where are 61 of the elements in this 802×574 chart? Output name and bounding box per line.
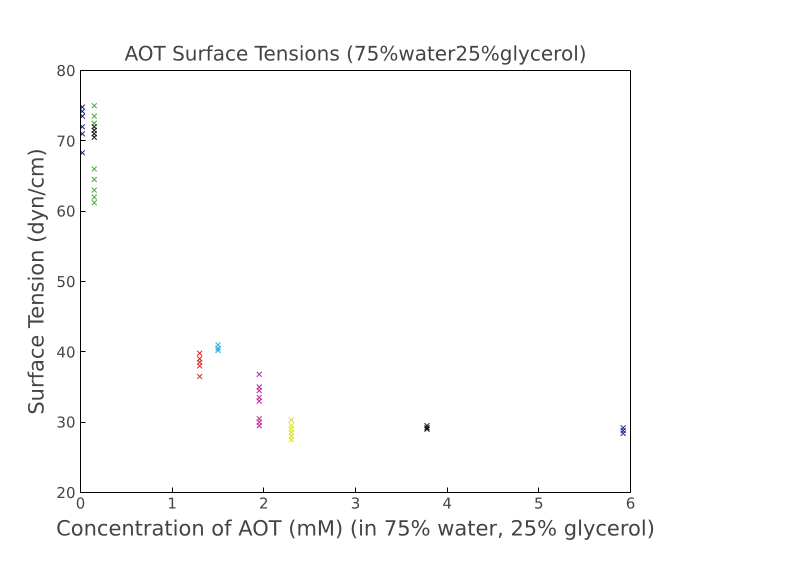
- point: [80, 104, 86, 110]
- y-tick-label: 70: [56, 132, 76, 150]
- x-tick-label: 3: [350, 494, 360, 512]
- x-tick-label: 2: [259, 494, 269, 512]
- point: [288, 436, 294, 443]
- point: [256, 419, 262, 426]
- point: [91, 134, 98, 140]
- point: [620, 428, 626, 434]
- point: [620, 430, 626, 436]
- chart-title: AOT Surface Tensions (75%water25%glycerol): [124, 42, 587, 66]
- point: [91, 176, 98, 182]
- point: [215, 347, 221, 354]
- point: [196, 350, 203, 356]
- point: [196, 356, 203, 362]
- point: [288, 433, 294, 440]
- x-tick-label: 1: [167, 494, 177, 512]
- point: [256, 388, 262, 394]
- y-tick-label: 50: [56, 273, 76, 291]
- point: [80, 150, 86, 156]
- point: [256, 398, 262, 404]
- x-tick-label: 4: [442, 494, 452, 512]
- point: [256, 371, 262, 378]
- x-tick-label: 5: [534, 494, 544, 512]
- point: [256, 394, 262, 401]
- point: [288, 430, 294, 436]
- point: [215, 345, 221, 352]
- x-axis-title: Concentration of AOT (mM) (in 75% water, 25% glycerol): [56, 516, 655, 540]
- y-tick-label: 30: [56, 414, 76, 432]
- point: [288, 417, 294, 424]
- point: [288, 422, 294, 429]
- y-tick-label: 20: [56, 484, 76, 502]
- point: [91, 124, 98, 130]
- point: [80, 113, 86, 120]
- point: [256, 416, 262, 422]
- point: [196, 362, 203, 369]
- point: [196, 359, 203, 366]
- point: [196, 373, 203, 380]
- point: [288, 426, 294, 432]
- x-tick-label: 6: [626, 494, 636, 512]
- point: [91, 130, 98, 137]
- y-axis-title: Surface Tension (dyn/cm): [24, 148, 48, 415]
- point: [91, 200, 98, 206]
- point: [91, 127, 98, 134]
- point: [256, 422, 262, 429]
- point: [91, 166, 98, 172]
- point: [80, 130, 86, 137]
- point: [256, 384, 262, 390]
- point: [91, 102, 98, 109]
- point: [91, 113, 98, 120]
- point: [91, 194, 98, 200]
- point: [80, 108, 86, 114]
- point: [215, 342, 221, 348]
- point: [91, 120, 98, 126]
- point: [91, 187, 98, 194]
- x-tick-label: 0: [76, 494, 86, 512]
- y-tick-label: 60: [56, 202, 76, 221]
- point: [620, 424, 626, 431]
- point: [424, 422, 430, 429]
- y-tick-label: 80: [56, 62, 76, 80]
- point: [80, 124, 86, 130]
- y-tick-label: 40: [56, 343, 76, 362]
